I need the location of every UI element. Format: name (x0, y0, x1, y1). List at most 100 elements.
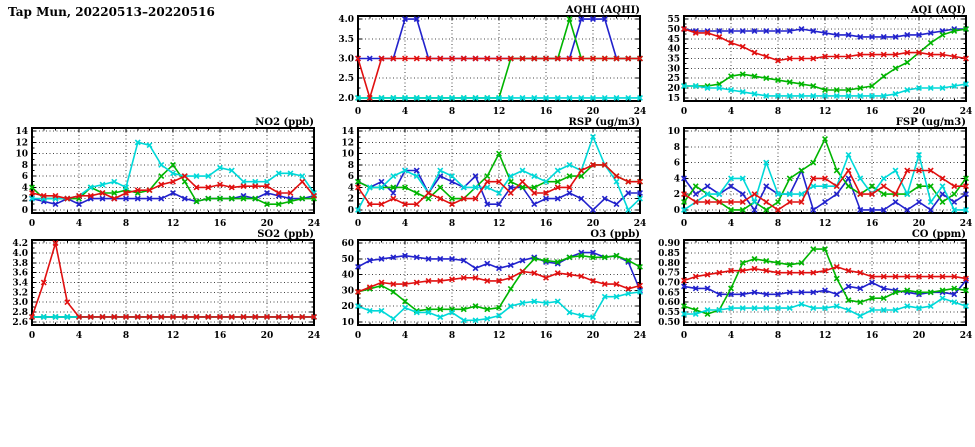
svg-text:3.6: 3.6 (12, 269, 28, 279)
chart-co: 0.50 0.55 0.60 0.65 0.70 0.75 0.80 0.85 0.90 0 4 8 1… (656, 228, 974, 341)
svg-text:10: 10 (667, 127, 680, 137)
svg-text:8: 8 (123, 219, 129, 229)
chart-so2: 2.6 2.8 3.0 3.2 3.4 3.6 3.8 4.0 4.2 0 4 8 12 16 20 24 SO… (4, 228, 322, 341)
svg-text:24: 24 (634, 219, 647, 229)
svg-text:16: 16 (866, 331, 879, 341)
page-title: Tap Mun, 20220513–20220516 (8, 5, 215, 19)
svg-text:16: 16 (866, 219, 879, 229)
svg-text:8: 8 (123, 331, 129, 341)
svg-text:0.70: 0.70 (658, 279, 680, 289)
svg-text:45: 45 (667, 35, 680, 45)
svg-text:10: 10 (15, 150, 28, 160)
svg-text:20: 20 (587, 331, 600, 341)
svg-text:2: 2 (22, 195, 28, 205)
chart-o3: 10 20 30 40 50 60 0 4 8 12 16 20 24 O3 (ppb) (330, 228, 648, 341)
svg-text:4: 4 (402, 331, 408, 341)
svg-text:0: 0 (681, 219, 687, 229)
svg-text:20: 20 (667, 84, 680, 94)
svg-text:16: 16 (214, 331, 227, 341)
chart-aqhi: 2.0 2.5 3.0 3.5 4.0 0 4 8 12 16 20 24 AQHI (AQHI) (330, 4, 648, 117)
svg-text:4: 4 (76, 331, 82, 341)
svg-text:20: 20 (913, 219, 926, 229)
svg-text:0.50: 0.50 (658, 318, 680, 328)
svg-text:20: 20 (261, 219, 274, 229)
svg-text:12: 12 (819, 219, 832, 229)
svg-text:24: 24 (960, 107, 973, 117)
svg-text:2.8: 2.8 (12, 308, 28, 318)
svg-text:20: 20 (587, 107, 600, 117)
svg-text:0: 0 (355, 107, 361, 117)
svg-text:8: 8 (449, 219, 455, 229)
svg-text:14: 14 (15, 127, 28, 137)
svg-text:4: 4 (728, 107, 734, 117)
svg-text:0: 0 (22, 206, 28, 216)
chart-title: AQI (AQI) (910, 5, 966, 16)
svg-text:60: 60 (341, 239, 354, 249)
svg-text:2.6: 2.6 (12, 318, 28, 328)
chart-title: CO (ppm) (912, 229, 966, 240)
svg-text:4.2: 4.2 (12, 239, 28, 249)
svg-text:3.0: 3.0 (12, 298, 28, 308)
svg-text:6: 6 (674, 159, 680, 169)
svg-text:8: 8 (775, 107, 781, 117)
svg-text:12: 12 (493, 219, 506, 229)
svg-text:12: 12 (167, 331, 180, 341)
svg-text:3.5: 3.5 (338, 35, 354, 45)
svg-text:0.85: 0.85 (658, 249, 680, 259)
svg-text:35: 35 (667, 55, 680, 65)
svg-text:8: 8 (22, 161, 28, 171)
svg-text:12: 12 (493, 107, 506, 117)
svg-text:0: 0 (355, 219, 361, 229)
chart-svg-so2: 2.62.83.03.23.43.63.84.04.2 0 4 8 12 16 20 24 SO… (12, 229, 321, 341)
svg-text:2.5: 2.5 (338, 74, 354, 84)
svg-text:0: 0 (29, 219, 35, 229)
svg-text:8: 8 (674, 143, 680, 153)
svg-text:25: 25 (667, 74, 680, 84)
svg-text:10: 10 (341, 318, 354, 328)
svg-text:4: 4 (348, 183, 354, 193)
svg-text:4: 4 (76, 219, 82, 229)
chart-title: NO2 (ppb) (255, 117, 314, 128)
svg-text:20: 20 (913, 107, 926, 117)
svg-text:0.65: 0.65 (658, 288, 680, 298)
svg-text:16: 16 (866, 107, 879, 117)
chart-svg-aqhi: 2.0 2.5 3.0 3.5 4.0 0 4 8 12 16 20 24 AQHI (AQHI) (338, 5, 647, 117)
svg-text:20: 20 (913, 331, 926, 341)
svg-text:0.55: 0.55 (658, 308, 680, 318)
chart-title: FSP (ug/m3) (896, 117, 966, 128)
svg-text:24: 24 (960, 219, 973, 229)
chart-title: O3 (ppb) (590, 229, 640, 240)
svg-text:0.90: 0.90 (658, 239, 680, 249)
svg-text:4.0: 4.0 (12, 249, 28, 259)
svg-text:12: 12 (493, 331, 506, 341)
svg-text:2.0: 2.0 (338, 94, 354, 104)
chart-rsp: 0 2 4 6 8 10 12 14 0 4 8 12 16 20 24 RSP (ug/m3) (330, 116, 648, 229)
svg-text:12: 12 (819, 331, 832, 341)
svg-text:0: 0 (674, 206, 680, 216)
chart-aqi: 15 20 25 30 35 40 45 50 55 0 4 8 12 16 20 24 AQI (AQI) (656, 4, 974, 117)
svg-text:50: 50 (341, 255, 354, 265)
svg-text:16: 16 (214, 219, 227, 229)
svg-text:16: 16 (540, 219, 553, 229)
svg-text:24: 24 (308, 219, 321, 229)
svg-text:2: 2 (674, 190, 680, 200)
svg-text:0: 0 (681, 107, 687, 117)
svg-text:16: 16 (540, 331, 553, 341)
svg-text:8: 8 (449, 107, 455, 117)
svg-text:0: 0 (348, 206, 354, 216)
chart-svg-co: 0.500.550.600.650.700.750.800.850.90 0 4 8 1… (658, 229, 972, 341)
svg-text:24: 24 (308, 331, 321, 341)
svg-text:12: 12 (341, 138, 354, 148)
svg-text:0.60: 0.60 (658, 298, 680, 308)
svg-text:24: 24 (634, 107, 647, 117)
svg-text:12: 12 (15, 138, 28, 148)
svg-text:0: 0 (355, 331, 361, 341)
svg-text:10: 10 (341, 150, 354, 160)
svg-text:12: 12 (167, 219, 180, 229)
svg-text:8: 8 (449, 331, 455, 341)
svg-text:15: 15 (667, 94, 680, 104)
svg-text:4.0: 4.0 (338, 15, 354, 25)
